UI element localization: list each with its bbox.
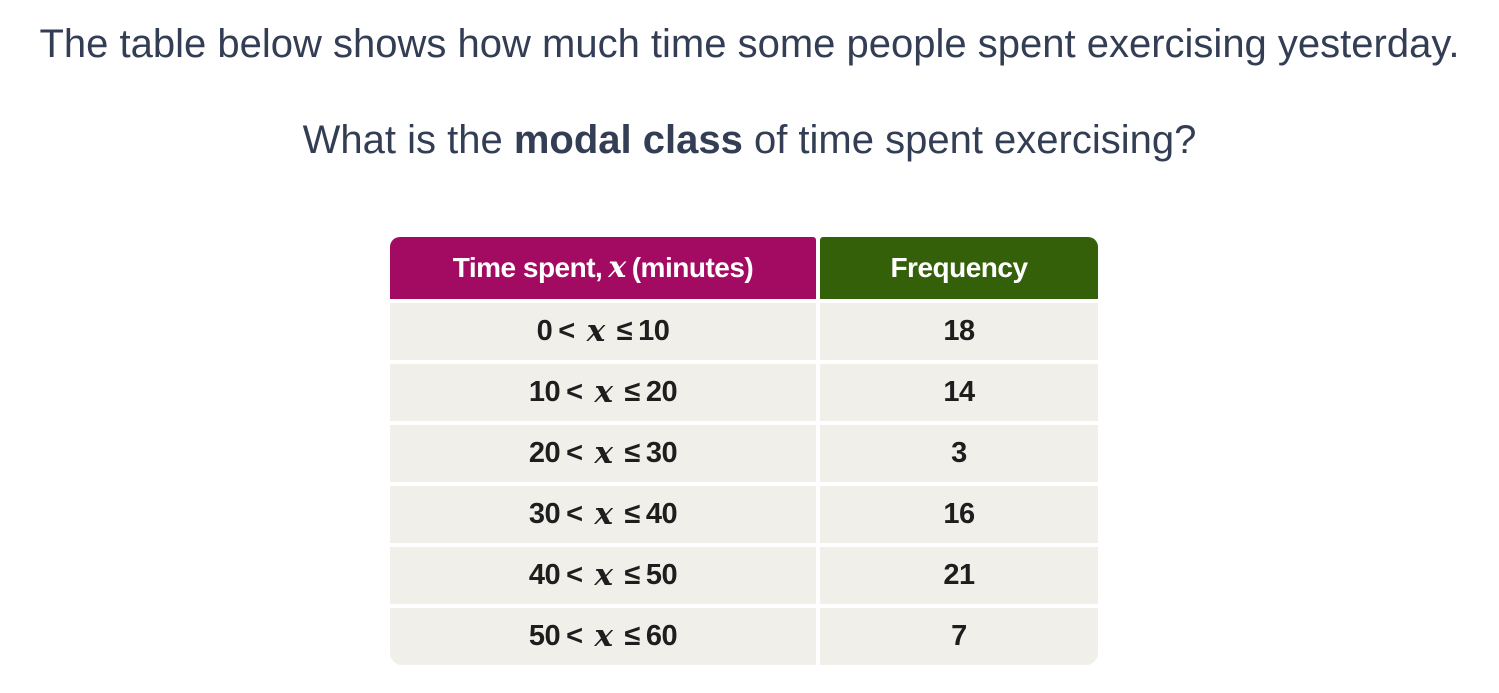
less-equal-symbol: ≤	[624, 559, 641, 591]
less-equal-symbol: ≤	[624, 376, 641, 408]
interval-lower-bound: 0	[536, 315, 553, 347]
table-cell-interval: 0 < x ≤10	[390, 303, 816, 360]
math-variable-x: x	[594, 556, 613, 593]
math-variable-x: x	[594, 495, 613, 532]
table-cell-frequency: 21	[820, 547, 1098, 604]
less-than-symbol: <	[566, 498, 583, 530]
table-cell-interval: 40 < x ≤50	[390, 547, 816, 604]
table-header-time-spent: Time spent, x (minutes)	[390, 237, 816, 299]
table-cell-frequency: 3	[820, 425, 1098, 482]
question-prompt-bold-term: modal class	[513, 118, 743, 162]
question-prompt-text: What is the modal class of time spent ex…	[0, 116, 1499, 164]
interval-lower-bound: 10	[528, 376, 561, 408]
interval-lower-bound: 20	[528, 437, 561, 469]
less-than-symbol: <	[566, 376, 583, 408]
interval-upper-bound: 40	[645, 498, 678, 530]
less-than-symbol: <	[558, 315, 575, 347]
table-cell-frequency: 18	[820, 303, 1098, 360]
less-equal-symbol: ≤	[616, 315, 633, 347]
interval-upper-bound: 60	[645, 620, 678, 652]
math-variable-x: x	[594, 373, 613, 410]
math-variable-x: x	[586, 312, 605, 349]
interval-lower-bound: 30	[528, 498, 561, 530]
interval-upper-bound: 20	[645, 376, 678, 408]
interval-lower-bound: 40	[528, 559, 561, 591]
less-equal-symbol: ≤	[624, 620, 641, 652]
math-variable-x: x	[594, 434, 613, 471]
math-variable-x: x	[608, 249, 626, 285]
interval-upper-bound: 50	[645, 559, 678, 591]
table-cell-interval: 20 < x ≤30	[390, 425, 816, 482]
frequency-table: Time spent, x (minutes) Frequency 0 < x ≤10…	[390, 237, 1098, 665]
table-cell-frequency: 14	[820, 364, 1098, 421]
table-cell-interval: 30 < x ≤40	[390, 486, 816, 543]
math-variable-x: x	[594, 617, 613, 654]
interval-lower-bound: 50	[528, 620, 561, 652]
less-equal-symbol: ≤	[624, 437, 641, 469]
table-cell-interval: 10 < x ≤20	[390, 364, 816, 421]
question-prompt-prefix: What is the	[302, 118, 514, 162]
table-cell-frequency: 7	[820, 608, 1098, 665]
table-header-frequency: Frequency	[820, 237, 1098, 299]
question-prompt-suffix: of time spent exercising?	[742, 118, 1197, 162]
less-equal-symbol: ≤	[624, 498, 641, 530]
less-than-symbol: <	[566, 559, 583, 591]
less-than-symbol: <	[566, 620, 583, 652]
table-header-time-suffix: (minutes)	[631, 252, 754, 283]
question-intro-text: The table below shows how much time some…	[39, 22, 1460, 66]
less-than-symbol: <	[566, 437, 583, 469]
table-cell-interval: 50 < x ≤60	[390, 608, 816, 665]
interval-upper-bound: 10	[638, 315, 670, 347]
interval-upper-bound: 30	[645, 437, 678, 469]
table-header-time-prefix: Time spent,	[452, 252, 603, 283]
table-cell-frequency: 16	[820, 486, 1098, 543]
